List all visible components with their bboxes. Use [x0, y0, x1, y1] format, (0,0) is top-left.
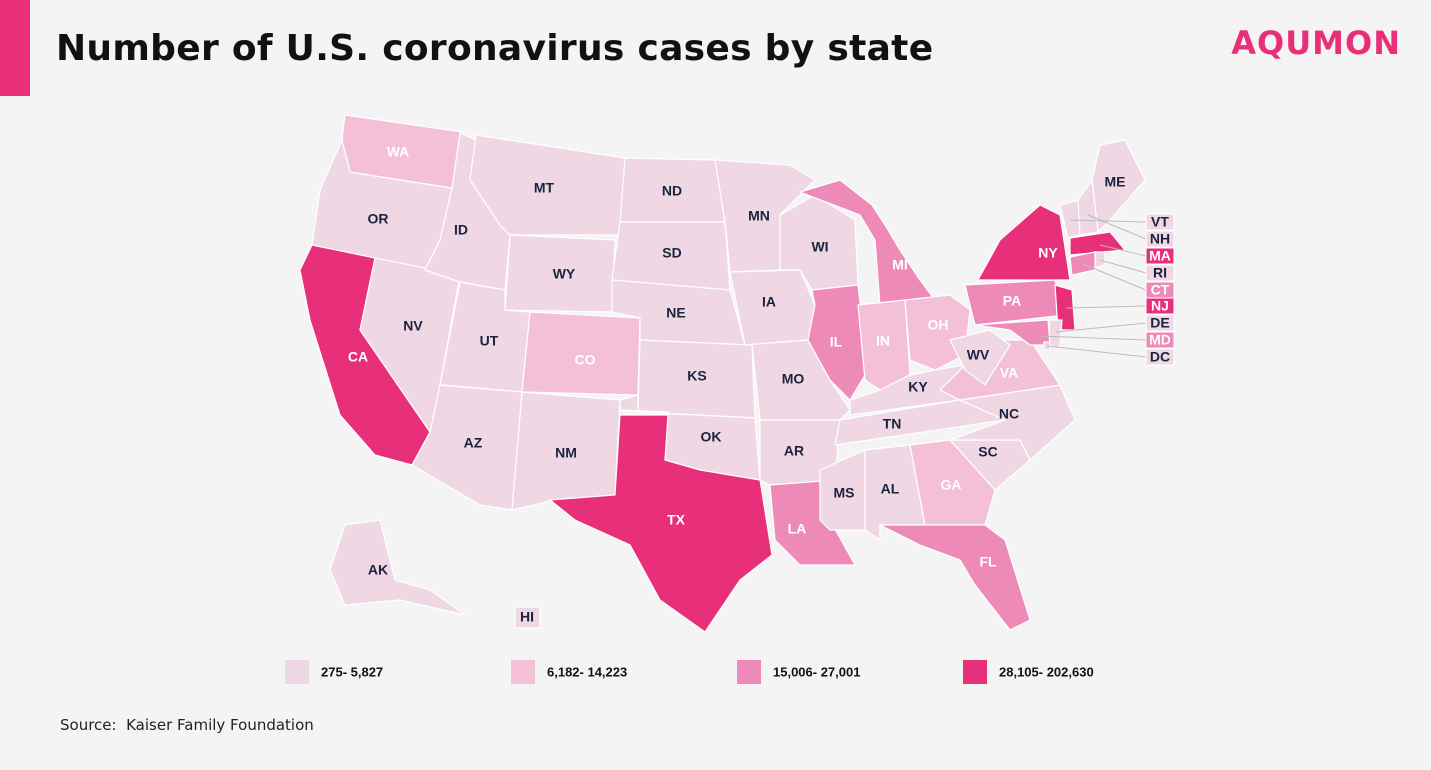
state-label: CA	[348, 349, 368, 365]
legend-label: 6,182- 14,223	[547, 664, 627, 679]
leader-line	[1069, 219, 1147, 223]
state-label: WY	[553, 266, 576, 282]
state-label: OR	[368, 211, 389, 227]
leader-line	[1065, 305, 1147, 309]
leader-line	[1055, 322, 1147, 333]
state	[514, 606, 541, 629]
title-bar	[0, 0, 30, 96]
state-label: IN	[876, 333, 890, 349]
state	[849, 364, 966, 416]
state-label: IL	[830, 334, 843, 350]
state-label: RI	[1153, 265, 1167, 281]
state-label: SC	[978, 444, 997, 460]
state-label: DE	[1150, 315, 1169, 331]
state-label: VT	[1151, 214, 1169, 230]
state-label: OK	[701, 429, 722, 445]
leader-line	[1046, 345, 1147, 358]
state	[976, 204, 1071, 281]
state-label: AL	[881, 481, 900, 497]
state-label: WI	[811, 239, 828, 255]
state-label: CT	[1151, 282, 1170, 298]
legend-swatch	[511, 660, 535, 684]
state	[949, 329, 1011, 386]
state	[548, 414, 773, 633]
state	[949, 384, 1076, 461]
state-label: MD	[1149, 332, 1171, 348]
legend-label: 275- 5,827	[321, 664, 383, 679]
state-label: HI	[520, 609, 534, 625]
state-label: NV	[403, 318, 423, 334]
state-label: NE	[666, 305, 685, 321]
state	[1069, 231, 1127, 256]
state	[974, 319, 1051, 346]
state-label: VA	[1000, 365, 1018, 381]
state-label: AR	[784, 443, 804, 459]
state-label: NJ	[1151, 298, 1169, 314]
leader-line	[1082, 263, 1147, 291]
state-label: AZ	[464, 435, 483, 451]
legend-swatch	[963, 660, 987, 684]
state-label: WA	[387, 144, 410, 160]
label-box	[1145, 213, 1175, 231]
state-label: NC	[999, 406, 1019, 422]
title: Number of U.S. coronavirus cases by stat…	[56, 28, 934, 69]
state-label: ID	[454, 222, 468, 238]
state-label: CO	[575, 352, 596, 368]
state-label: NH	[1150, 231, 1170, 247]
source: Source: Kaiser Family Foundation	[60, 716, 314, 734]
label-box	[1145, 314, 1175, 332]
state-label: GA	[941, 477, 962, 493]
label-box	[1145, 331, 1175, 349]
state-label: KS	[687, 368, 706, 384]
label-box	[1145, 264, 1175, 282]
state-label: TN	[883, 416, 902, 432]
state-label: MI	[892, 257, 908, 273]
state-label: TX	[667, 512, 686, 528]
state-label: MO	[782, 371, 805, 387]
state	[909, 439, 996, 526]
label-box	[1145, 247, 1175, 265]
state-label: FL	[979, 554, 997, 570]
state	[879, 524, 1031, 631]
state-label: MA	[1149, 248, 1171, 264]
state-label: PA	[1003, 293, 1021, 309]
state-label: UT	[480, 333, 499, 349]
label-box	[1145, 230, 1175, 248]
legend-label: 28,105- 202,630	[999, 664, 1094, 679]
state-label: SD	[662, 245, 681, 261]
state-label: DC	[1150, 349, 1170, 365]
leader-line	[1087, 214, 1147, 240]
state-label: NY	[1038, 245, 1058, 261]
state	[819, 449, 866, 531]
state-label: ND	[662, 183, 682, 199]
leader-line	[1099, 259, 1147, 274]
leader-line	[1099, 244, 1147, 257]
state-label: MT	[534, 180, 555, 196]
state	[798, 179, 937, 306]
legend-label: 15,006- 27,001	[773, 664, 860, 679]
state	[807, 284, 869, 401]
state-label: WV	[967, 347, 990, 363]
state-label: NM	[555, 445, 577, 461]
state-label: AK	[368, 562, 388, 578]
state	[1077, 178, 1099, 236]
legend-swatch	[285, 660, 309, 684]
state-label: ME	[1105, 174, 1126, 190]
label-box	[1145, 297, 1175, 315]
state-label: MN	[748, 208, 770, 224]
legend-swatch	[737, 660, 761, 684]
state-label: MS	[834, 485, 855, 501]
brand: AQUMON	[1231, 24, 1401, 62]
label-box	[1145, 348, 1175, 366]
leader-line	[1039, 335, 1147, 341]
state-label: OH	[928, 317, 949, 333]
state	[1069, 251, 1096, 276]
state-label: LA	[788, 521, 807, 537]
state	[329, 519, 466, 616]
state-label: IA	[762, 294, 776, 310]
state-label: KY	[908, 379, 928, 395]
